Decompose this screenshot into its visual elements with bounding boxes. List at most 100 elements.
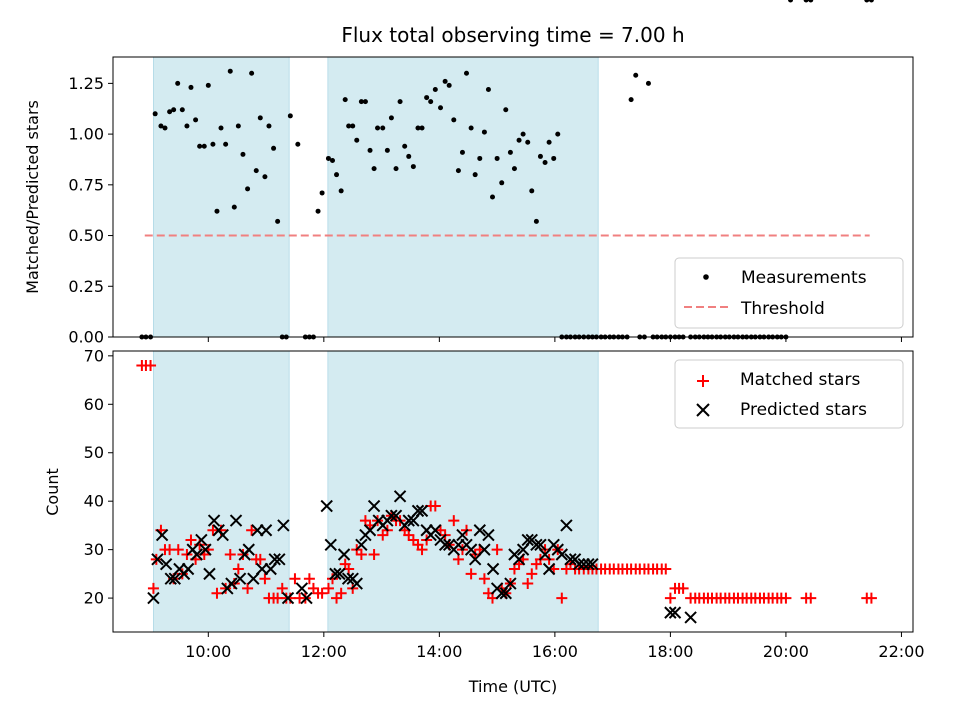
top-y-tick-label: 0.00 [68,328,104,347]
measurement-point [645,80,651,86]
measurement-point [231,204,237,210]
measurement-point [516,137,522,143]
top-shaded-intervals [153,56,599,338]
matched-star-point [660,563,672,575]
measurement-point [218,125,224,131]
measurement-point [455,168,461,174]
measurement-point [205,82,211,88]
predicted-star-point [393,490,407,503]
matched-star-point [780,592,792,604]
predicted-star-point [320,499,333,513]
predicted-star-point [151,553,164,566]
predicted-star-point [407,514,420,527]
matched-star-point [172,544,184,556]
matched-star-point [368,548,380,560]
measurement-point [158,123,164,129]
predicted-star-point [199,543,212,556]
bottom-shaded-interval [327,350,599,633]
matched-star-point [224,548,236,560]
predicted-star-point [438,538,452,552]
predicted-star-point [295,582,309,595]
measurement-point [184,123,190,129]
measurement-point [803,0,809,3]
matched-star-point [526,568,538,580]
measurement-point [393,166,399,172]
measurement-point [507,149,513,155]
measurement-point [367,147,373,153]
measurement-point [171,107,177,113]
matched-star-point [522,578,534,590]
top-y-tick-label: 1.25 [68,74,104,93]
predicted-star-point [516,543,530,556]
top-shaded-interval [327,56,599,338]
measurement-point [245,186,251,192]
measurement-point [271,145,277,151]
predicted-star-point [264,562,277,576]
measurement-point [525,139,531,145]
measurement-point [388,115,394,121]
measurement-point [542,160,548,166]
measurement-point [380,125,386,131]
measurement-point [446,82,452,88]
matched-star-point [147,582,159,594]
top-legend-box [674,257,904,329]
measurement-point [868,0,874,3]
top-shaded-interval [153,56,290,338]
predicted-star-point [273,553,286,566]
predicted-star-point [495,587,508,600]
measurement-point [338,188,344,194]
matched-star-point [242,582,254,594]
predicted-star-point [572,557,586,571]
predicted-star-point [534,538,547,552]
predicted-star-point [560,519,573,532]
predicted-star-point [456,528,469,542]
measurement-point [193,117,199,123]
predicted-star-point [181,562,195,576]
predicted-star-point [207,514,221,527]
predicted-star-point [512,553,526,566]
legend-marker-matched [697,375,709,387]
predicted-star-point [337,548,351,561]
predicted-star-point [478,543,491,556]
measurement-point [375,125,381,131]
legend-label-threshold: Threshold [740,299,825,319]
matched-star-point [211,587,223,599]
x-tick-label: 22:00 [878,642,924,661]
bottom-y-tick-label: 60 [84,395,104,414]
measurement-point [257,115,263,121]
predicted-star-point [429,524,442,537]
measurement-point [438,105,444,111]
measurement-point [201,143,207,149]
measurement-point [533,218,539,224]
matched-star-point [664,592,676,604]
measurement-point [464,70,470,76]
predicted-star-point [168,572,182,585]
predicted-star-point [324,538,337,552]
measurement-point [551,155,557,161]
measurement-point [295,141,301,147]
predicted-star-point [216,528,229,542]
matched-star-point [145,360,157,372]
measurement-point [537,153,543,159]
predicted-star-point [538,548,552,561]
measurement-point [410,164,416,170]
predicted-star-point [195,533,208,547]
predicted-star-point [389,509,403,522]
matched-star-point [465,568,477,580]
measurement-point [319,190,325,196]
matched-star-point [491,544,503,556]
x-tick-label: 10:00 [185,642,231,661]
x-axis: 10:00 12:00 14:00 16:00 18:00 20:00 22:00 [185,632,925,661]
predicted-star-point [329,567,342,581]
predicted-star-point [684,611,697,624]
measurement-point [428,99,434,105]
predicted-star-point [225,577,238,590]
predicted-star-point [268,553,281,566]
measurement-point [362,99,368,105]
legend-label-matched: Matched stars [740,370,860,390]
matched-star-point [232,563,244,575]
measurement-point [152,111,158,117]
predicted-stars-points [147,490,697,624]
matched-star-point [355,548,367,560]
measurement-point [489,194,495,200]
